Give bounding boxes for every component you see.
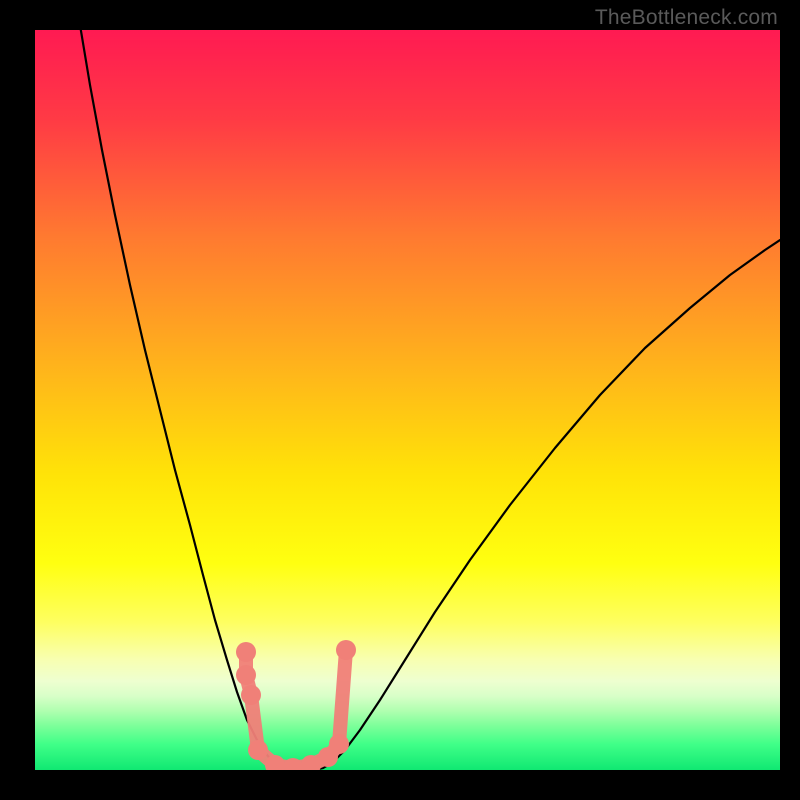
- marker-dot: [248, 740, 268, 760]
- bottleneck-curve: [80, 30, 780, 770]
- outer-black-frame: TheBottleneck.com: [0, 0, 800, 800]
- marker-dot: [241, 685, 261, 705]
- marker-dot: [236, 642, 256, 662]
- marker-dot: [236, 665, 256, 685]
- marker-dot: [329, 734, 349, 754]
- marker-dot: [336, 640, 356, 660]
- bottleneck-curve-svg: [35, 30, 780, 770]
- plot-area: [35, 30, 780, 770]
- watermark-text: TheBottleneck.com: [595, 6, 778, 30]
